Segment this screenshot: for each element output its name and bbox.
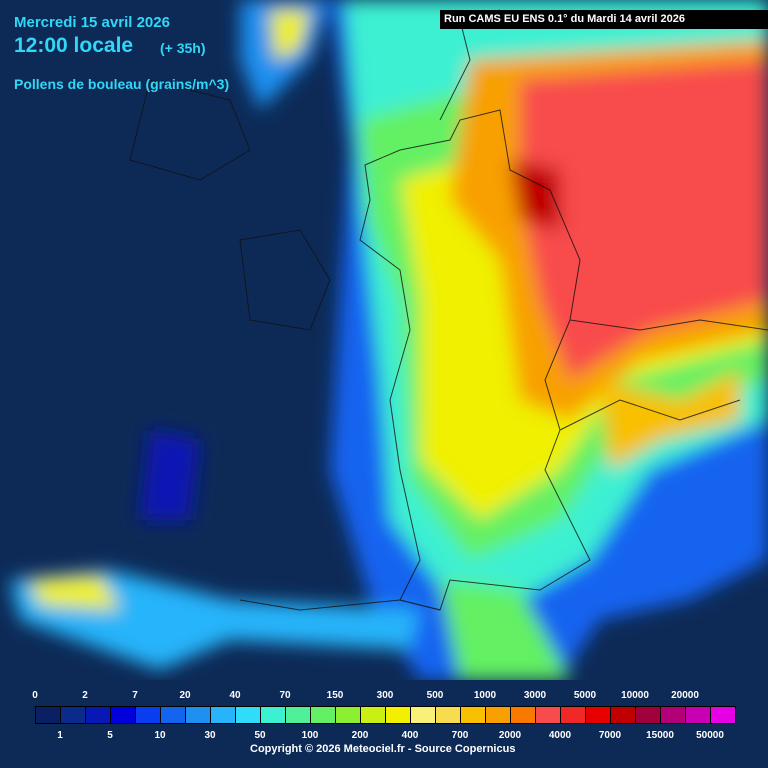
- legend-label: 1000: [473, 690, 497, 701]
- legend-swatch: [110, 706, 136, 724]
- legend-swatch: [85, 706, 111, 724]
- legend-swatch: [685, 706, 711, 724]
- legend-label: 10000: [621, 690, 649, 701]
- legend-swatch: [385, 706, 411, 724]
- legend-swatch: [585, 706, 611, 724]
- legend-label: 1: [57, 730, 63, 741]
- legend-label: 4000: [548, 730, 572, 741]
- legend-swatch: [560, 706, 586, 724]
- legend-swatch: [510, 706, 536, 724]
- legend-swatch: [210, 706, 236, 724]
- legend-swatch: [610, 706, 636, 724]
- run-info: Run CAMS EU ENS 0.1° du Mardi 14 avril 2…: [440, 10, 768, 29]
- legend-label: 5: [107, 730, 113, 741]
- legend-label: 70: [279, 690, 291, 701]
- legend-swatch: [135, 706, 161, 724]
- legend-label: 2: [82, 690, 88, 701]
- legend-label: 150: [326, 690, 344, 701]
- variable: Pollens de bouleau (grains/m^3): [14, 76, 230, 92]
- legend-label: 500: [426, 690, 444, 701]
- legend-label: 2000: [498, 730, 522, 741]
- legend-swatch: [710, 706, 736, 724]
- legend-swatch: [160, 706, 186, 724]
- legend-label: 20: [179, 690, 191, 701]
- legend-label: 300: [376, 690, 394, 701]
- date: Mercredi 15 avril 2026: [14, 14, 170, 31]
- legend-swatch: [360, 706, 386, 724]
- legend-label: 50: [254, 730, 266, 741]
- legend-label: 50000: [696, 730, 724, 741]
- legend-swatch: [460, 706, 486, 724]
- legend-label: 7000: [598, 730, 622, 741]
- legend-label: 5000: [573, 690, 597, 701]
- legend-swatch: [435, 706, 461, 724]
- legend-label: 400: [401, 730, 419, 741]
- legend: Copyright © 2026 Meteociel.fr - Source C…: [0, 680, 768, 768]
- legend-swatch: [635, 706, 661, 724]
- hour: 12:00 locale: [14, 34, 134, 57]
- copyright: Copyright © 2026 Meteociel.fr - Source C…: [250, 743, 516, 755]
- pollen-field: [10, 0, 768, 680]
- legend-label: 700: [451, 730, 469, 741]
- borders: [129, 9, 768, 611]
- legend-swatch: [285, 706, 311, 724]
- legend-swatch: [485, 706, 511, 724]
- legend-label: 3000: [523, 690, 547, 701]
- legend-label: 7: [132, 690, 138, 701]
- legend-label: 0: [32, 690, 38, 701]
- legend-swatch: [260, 706, 286, 724]
- legend-swatch: [185, 706, 211, 724]
- legend-swatch: [310, 706, 336, 724]
- legend-swatch: [410, 706, 436, 724]
- legend-label: 10: [154, 730, 166, 741]
- legend-label: 40: [229, 690, 241, 701]
- legend-label: 100: [301, 730, 319, 741]
- legend-swatch: [535, 706, 561, 724]
- legend-swatch: [35, 706, 61, 724]
- legend-label: 200: [351, 730, 369, 741]
- legend-label: 20000: [671, 690, 699, 701]
- legend-label: 15000: [646, 730, 674, 741]
- lead-time: (+ 35h): [160, 40, 206, 56]
- legend-label: 30: [204, 730, 216, 741]
- legend-swatch: [60, 706, 86, 724]
- legend-swatch: [235, 706, 261, 724]
- map: [10, 0, 768, 680]
- legend-swatch: [660, 706, 686, 724]
- legend-swatch: [335, 706, 361, 724]
